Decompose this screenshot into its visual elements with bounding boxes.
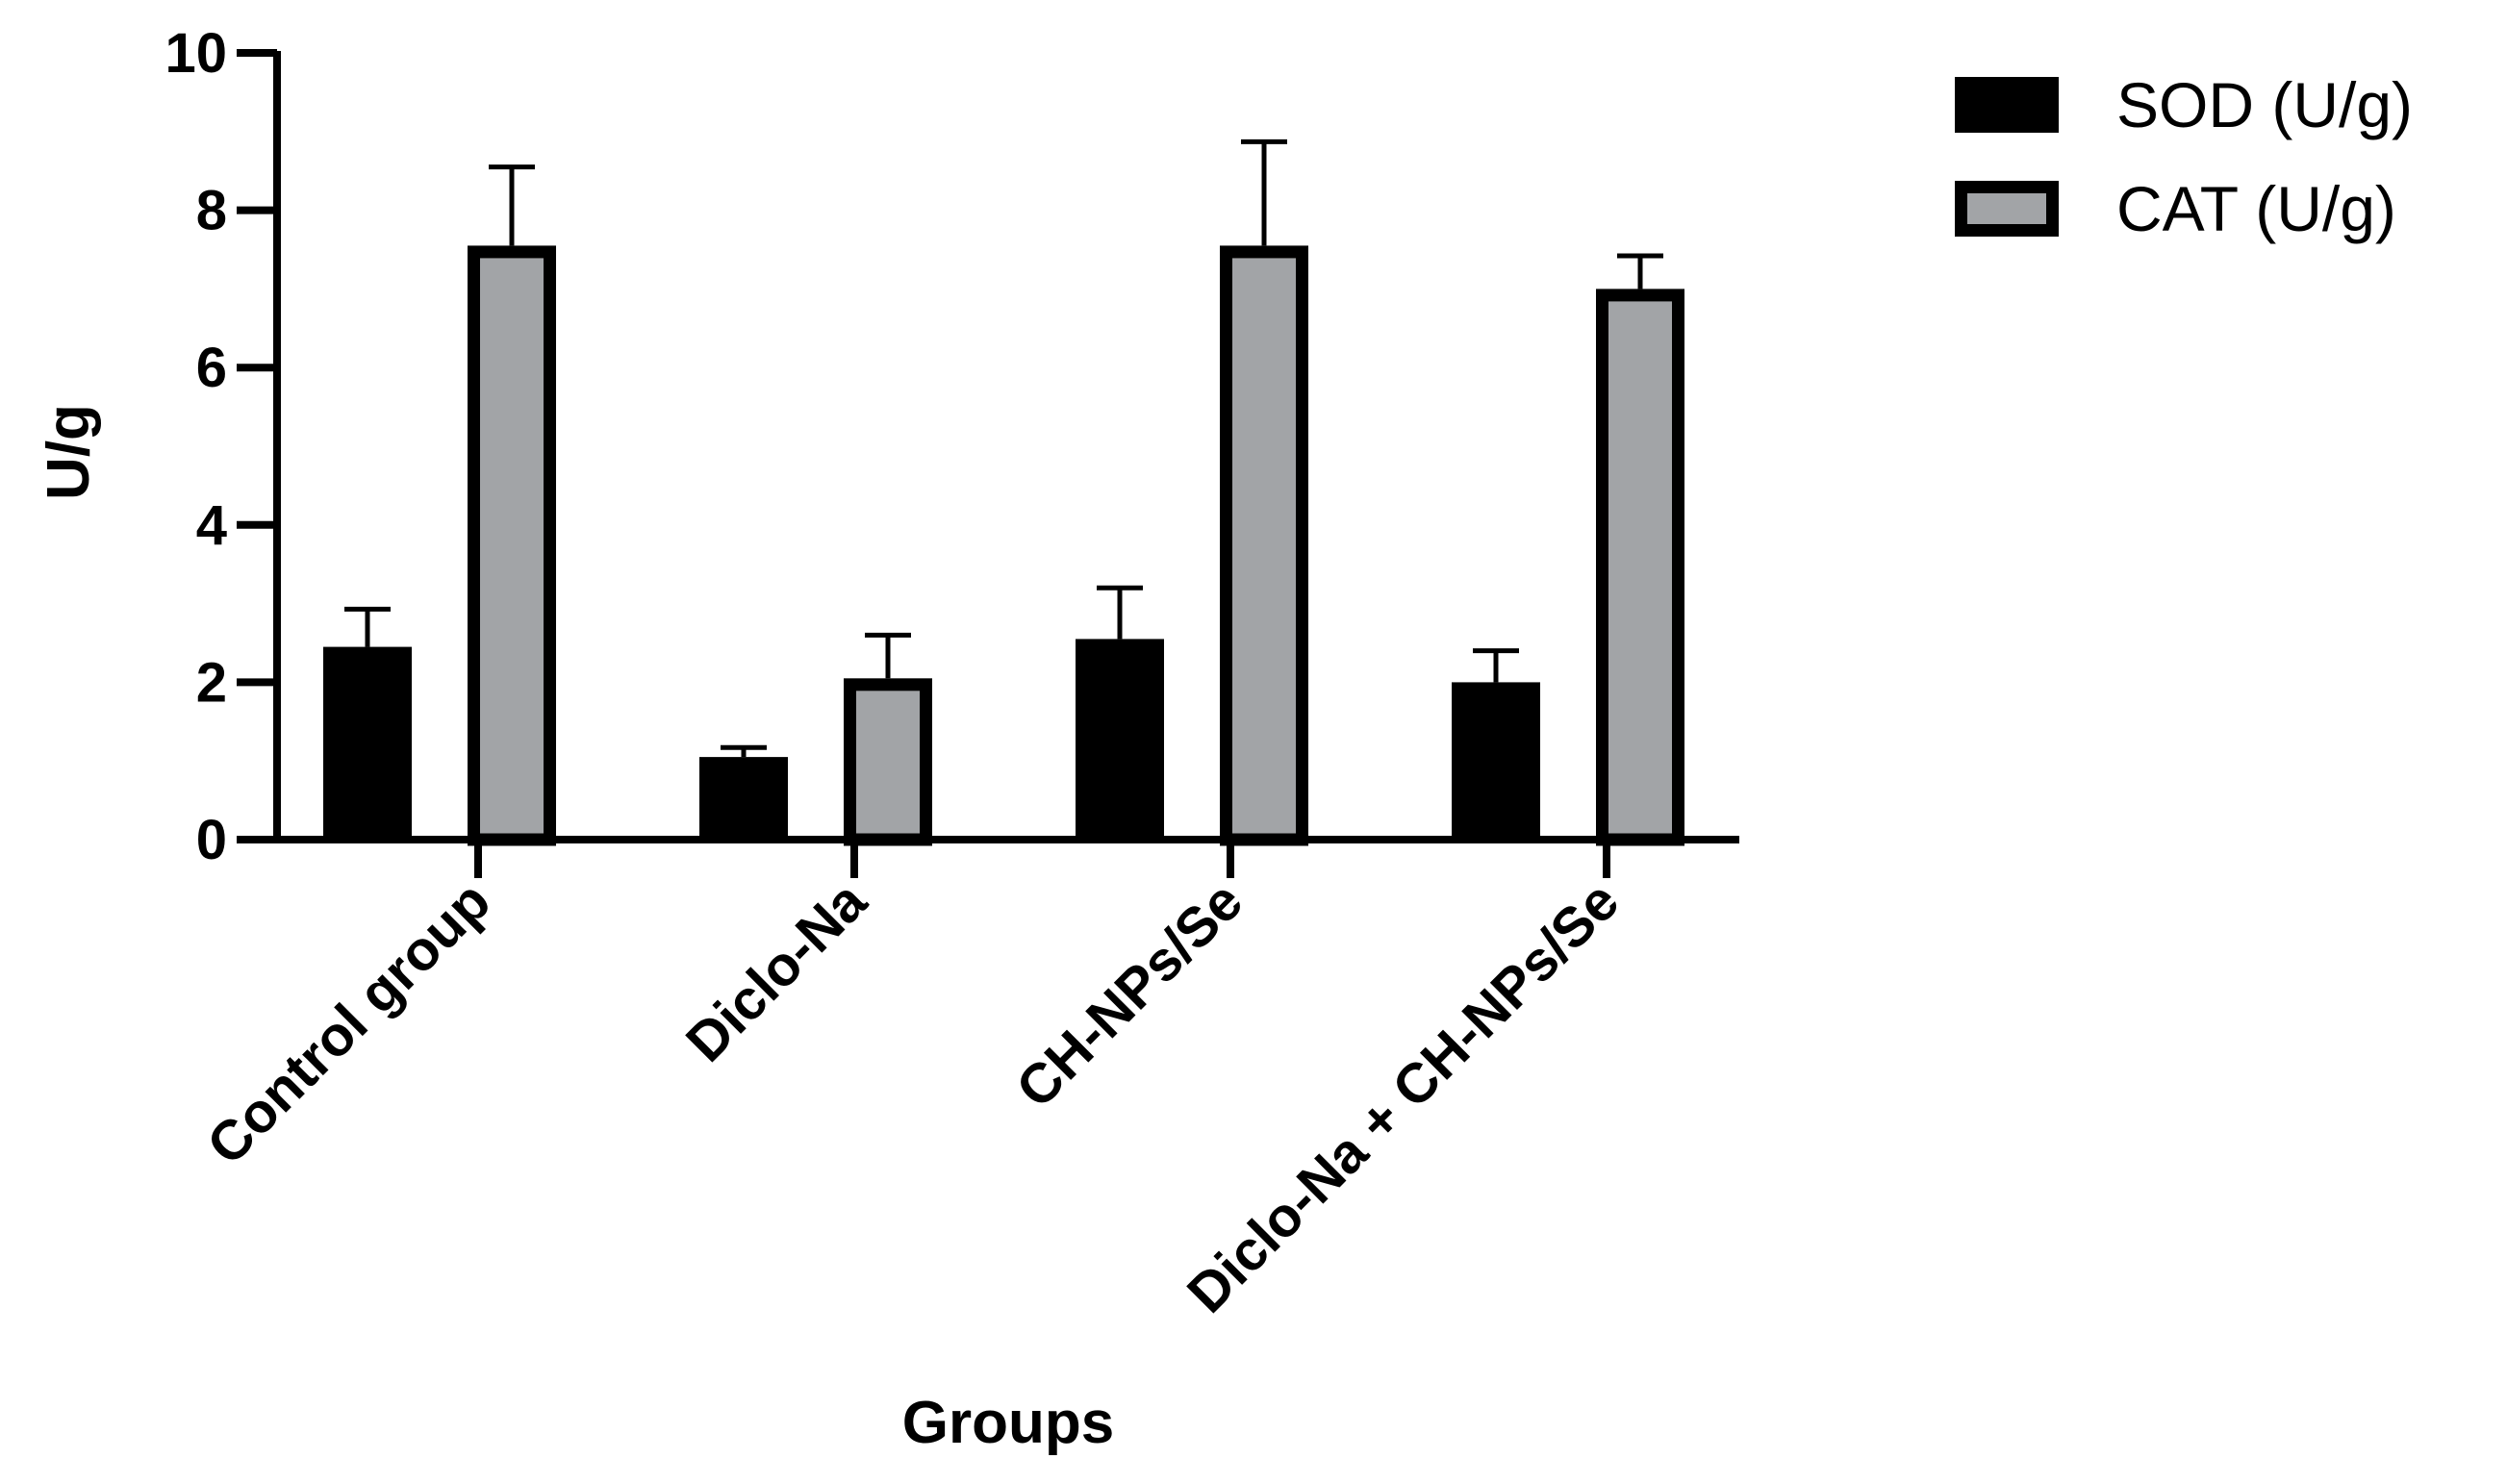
legend-swatch [1955,181,2059,237]
bar-sod [1452,682,1540,840]
y-axis-title: U/g [36,404,102,500]
y-tick-label: 10 [165,22,227,85]
y-tick-label: 2 [196,651,227,714]
bar-cat [1220,245,1308,846]
category-label: Diclo-Na [674,869,879,1074]
y-tick-label: 8 [196,180,227,242]
legend-label: SOD (U/g) [2116,69,2413,140]
bar-sod [323,646,412,840]
legend-swatch [1955,77,2059,133]
legend: SOD (U/g) CAT (U/g) [1955,69,2413,244]
bar-sod [699,757,788,840]
x-axis-title: Groups [902,1390,1114,1456]
bar-cat [468,245,556,846]
bars [323,245,1684,846]
category-label: Diclo-Na + CH-NPs/Se [1176,869,1631,1324]
category-label: CH-NPs/Se [1004,869,1254,1119]
bar-sod [1076,639,1164,840]
y-tick-label: 4 [196,494,227,557]
y-tick-label: 0 [196,809,227,871]
y-axis: 0 2 4 6 8 10 [165,22,281,871]
error-bars [344,138,1663,758]
legend-label: CAT (U/g) [2116,173,2396,244]
y-tick-label: 6 [196,337,227,399]
bar-cat [1596,289,1684,846]
category-label: Control group [195,869,502,1176]
bar-cat [844,678,932,846]
